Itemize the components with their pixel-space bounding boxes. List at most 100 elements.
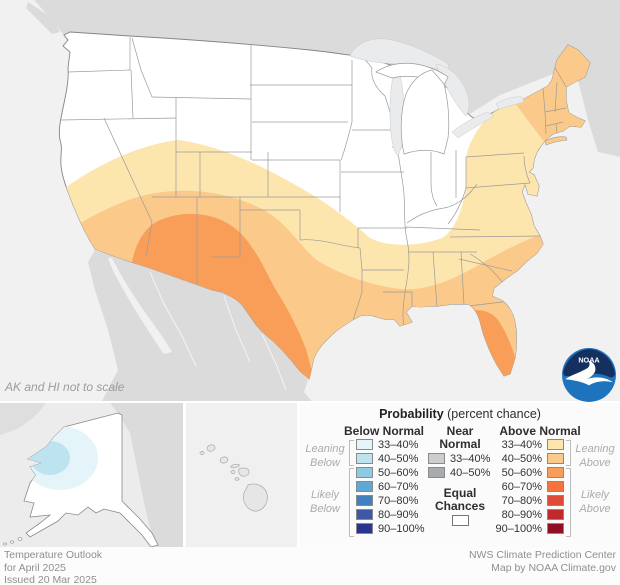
legend-row: 40–50% [300,453,620,465]
legend-row-label: 40–50% [378,453,419,465]
likely-above-line2: Above [579,502,611,515]
legend-row: 33–40% [300,439,620,451]
legend-row-label: 50–60% [378,467,419,479]
legend-row: 50–60% [300,467,620,479]
legend-row-label: 40–50% [450,467,491,479]
footer-source: NWS Climate Prediction Center [468,549,616,561]
footer-title: Temperature Outlook [4,549,103,561]
leaning-above-line2: Above [579,456,611,469]
bracket-likely-above [566,468,571,537]
state-borders [60,37,567,327]
legend-row: 33–40% [300,439,620,451]
leaning-above-line1: Leaning [575,443,615,455]
hawaii-inset-panel [186,403,297,547]
legend-row-label: 60–70% [378,481,419,493]
footer-left-caption: Temperature Outlook for April 2025 Issue… [4,549,102,585]
legend-row: 40–50% [300,467,620,479]
legend-swatch [428,453,445,464]
legend-swatch [356,481,373,492]
legend-title-bold: Probability [379,407,444,421]
michigan-upper-peninsula [375,62,449,86]
canada-yukon-landmass [110,403,183,547]
legend-swatch [547,523,564,534]
conus-map [26,0,620,405]
footer-right-caption: NWS Climate Prediction Center Map by NOA… [469,549,616,574]
legend-swatch [356,453,373,464]
legend-header-near: Near Normal [428,425,492,451]
likely-above-line1: Likely [580,489,610,501]
legend-swatch [547,453,564,464]
noaa-logo-seagull-icon [565,360,613,386]
legend-header-near-line2: Normal [439,437,481,451]
legend-row-label: 33–40% [450,453,491,465]
legend-row-label: 40–50% [501,453,542,465]
noaa-logo-text: NOAA [578,356,600,365]
legend-row: 40–50% [300,453,620,465]
legend-swatch [547,495,564,506]
legend-row-label: 60–70% [501,481,542,493]
legend-swatch [428,467,445,478]
legend-swatch [547,439,564,450]
scale-note: AK and HI not to scale [5,380,125,394]
legend-swatch [547,467,564,478]
legend-row-label: 80–90% [378,509,419,521]
legend-row: 50–60% [300,467,620,479]
legend-header-above: Above Normal [499,424,581,438]
footer-issued: Issued 20 Mar 2025 [4,574,97,585]
alaska-map [0,403,183,548]
legend-row: 80–90% [300,509,620,521]
legend-swatch-equal-chances [452,515,469,526]
legend-row-label: 70–80% [501,495,542,507]
legend-row: 70–80% [300,495,620,507]
alaska-inset-panel [0,403,183,548]
footer: Temperature Outlook for April 2025 Issue… [0,547,620,585]
legend-row-label: 90–100% [495,523,543,535]
legend-swatch [356,509,373,520]
long-island [544,136,568,146]
legend-row: 80–90% [300,509,620,521]
gulf-of-california [108,258,172,354]
legend-row: 33–40% [300,453,620,465]
legend-equal-chances-label: Equal Chances [428,487,492,513]
legend-row: 60–70% [300,481,620,493]
leaning-below-line1: Leaning [305,443,345,455]
legend-swatch [356,439,373,450]
legend-header-near-line1: Near [446,424,474,438]
mexico-landmass [88,250,315,405]
equal-line1: Equal [443,486,477,500]
legend-row: 70–80% [300,495,620,507]
side-label-leaning-below: Leaning Below [302,443,348,470]
legend-row: 60–70% [300,481,620,493]
legend-row: 90–100% [300,523,620,535]
legend-swatch [356,523,373,534]
likely-below-line1: Likely [310,489,340,501]
footer-period: for April 2025 [4,561,66,574]
side-label-likely-below: Likely Below [302,489,348,516]
legend-swatch [547,509,564,520]
legend-row-label: 90–100% [378,523,425,535]
legend-row-label: 80–90% [501,509,542,521]
bracket-leaning-below [349,440,354,466]
michigan-land [375,62,450,155]
legend-row-label: 33–40% [378,439,419,451]
legend-panel: Probability (percent chance) Below Norma… [300,403,620,547]
lake-michigan [389,63,405,157]
side-label-leaning-above: Leaning Above [572,443,618,470]
equal-line2: Chances [434,499,486,513]
footer-credit: Map by NOAA Climate.gov [491,561,616,574]
legend-swatch [547,481,564,492]
legend-row: 90–100% [300,523,620,535]
legend-row-label: 70–80% [378,495,419,507]
conus-map-panel: AK and HI not to scale NOAA [0,0,620,405]
russia-landmass [0,403,46,435]
legend-header-below: Below Normal [343,424,424,438]
side-label-likely-above: Likely Above [572,489,618,516]
michigan-lower-peninsula [400,69,450,155]
hawaiian-islands [199,444,268,512]
mexico-borders [149,271,287,391]
vancouver-island [26,2,60,34]
legend-title-rest: (percent chance) [443,407,541,421]
aleutian-islands [3,537,23,546]
lake-ontario [495,96,525,110]
